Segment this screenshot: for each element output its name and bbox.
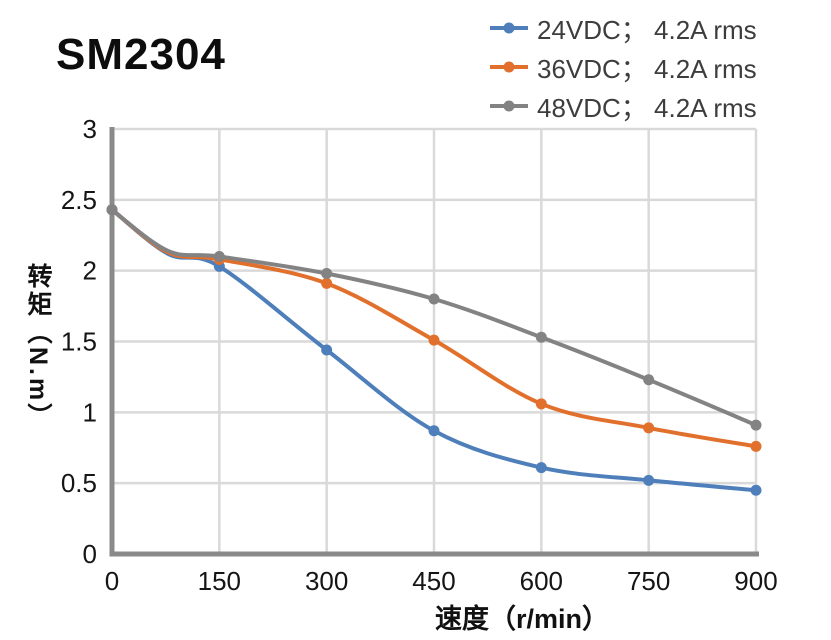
y-tick-label: 2 <box>83 256 97 286</box>
series-marker-2 <box>428 293 440 305</box>
y-tick-label: 1.5 <box>61 327 97 357</box>
legend-item-36vdc: 36VDC； 4.2A rms <box>490 49 757 85</box>
y-tick-label: 0 <box>83 539 97 569</box>
legend-line-dot-icon <box>490 100 528 112</box>
series-marker-0 <box>643 474 655 486</box>
x-tick-label: 150 <box>198 566 241 596</box>
legend-item-48vdc: 48VDC； 4.2A rms <box>490 88 757 124</box>
series-marker-2 <box>750 419 762 431</box>
series-marker-0 <box>428 425 440 437</box>
y-tick-label: 3 <box>83 114 97 144</box>
legend-line-dot-icon <box>490 22 528 34</box>
y-tick-label: 0.5 <box>61 468 97 498</box>
x-tick-label: 300 <box>305 566 348 596</box>
legend-line-dot-icon <box>490 61 528 73</box>
series-marker-0 <box>535 462 547 474</box>
x-axis-title: 速度（r/min） <box>434 604 609 634</box>
x-tick-label: 0 <box>105 566 119 596</box>
series-marker-2 <box>535 331 547 343</box>
series-marker-1 <box>750 440 762 452</box>
series-marker-2 <box>643 374 655 386</box>
chart-title: SM2304 <box>56 30 226 79</box>
legend-label-36vdc: 36VDC； 4.2A rms <box>537 53 757 84</box>
x-tick-label: 450 <box>412 566 455 596</box>
series-marker-2 <box>213 251 225 262</box>
y-axis-title: 转矩（N.m） <box>24 263 52 432</box>
series-marker-1 <box>321 277 333 289</box>
y-tick-label: 2.5 <box>61 185 97 215</box>
series-marker-1 <box>535 398 547 410</box>
y-tick-label: 1 <box>83 397 97 427</box>
series-marker-0 <box>321 344 333 356</box>
x-tick-label: 900 <box>734 566 777 596</box>
series-marker-0 <box>750 484 762 496</box>
series-marker-1 <box>643 422 655 434</box>
legend: 24VDC； 4.2A rms 36VDC； 4.2A rms 48VDC； 4… <box>490 10 757 124</box>
x-tick-label: 600 <box>520 566 563 596</box>
x-tick-label: 750 <box>627 566 670 596</box>
series-marker-1 <box>428 334 440 346</box>
series-marker-2 <box>106 204 118 216</box>
series-marker-2 <box>321 268 333 279</box>
legend-item-24vdc: 24VDC； 4.2A rms <box>490 10 757 46</box>
legend-label-24vdc: 24VDC； 4.2A rms <box>537 14 757 45</box>
legend-label-48vdc: 48VDC； 4.2A rms <box>537 92 757 123</box>
